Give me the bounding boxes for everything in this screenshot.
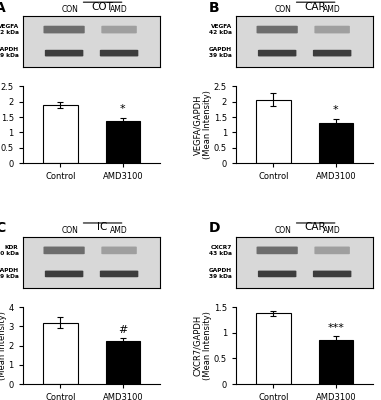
Y-axis label: VEGFA/GAPDH
(Mean Intensity): VEGFA/GAPDH (Mean Intensity) xyxy=(193,90,212,159)
FancyBboxPatch shape xyxy=(313,50,351,56)
Bar xyxy=(106,121,140,163)
Text: AMD: AMD xyxy=(323,6,341,14)
Text: COT: COT xyxy=(92,2,114,12)
FancyBboxPatch shape xyxy=(258,50,296,56)
FancyBboxPatch shape xyxy=(43,26,85,34)
FancyBboxPatch shape xyxy=(101,246,137,254)
Bar xyxy=(319,123,353,163)
Text: D: D xyxy=(208,222,220,236)
FancyBboxPatch shape xyxy=(256,246,298,254)
Text: A: A xyxy=(0,1,6,15)
Y-axis label: CXCR7/GAPDH
(Mean Intensity): CXCR7/GAPDH (Mean Intensity) xyxy=(193,311,212,380)
Text: C: C xyxy=(0,222,6,236)
FancyBboxPatch shape xyxy=(314,246,350,254)
Text: KDR
150 kDa: KDR 150 kDa xyxy=(0,245,19,256)
Text: CON: CON xyxy=(274,6,291,14)
FancyBboxPatch shape xyxy=(45,270,83,277)
FancyBboxPatch shape xyxy=(258,270,296,277)
FancyBboxPatch shape xyxy=(43,246,85,254)
FancyBboxPatch shape xyxy=(100,270,138,277)
Text: IC: IC xyxy=(98,222,108,232)
Bar xyxy=(43,322,77,384)
Text: AMD: AMD xyxy=(110,226,128,235)
Bar xyxy=(256,100,291,163)
FancyBboxPatch shape xyxy=(313,270,351,277)
FancyBboxPatch shape xyxy=(101,26,137,34)
Y-axis label: KDR/GAPDH
(Mean Intensity): KDR/GAPDH (Mean Intensity) xyxy=(0,311,7,380)
Bar xyxy=(319,340,353,384)
Text: CON: CON xyxy=(61,226,78,235)
FancyBboxPatch shape xyxy=(256,26,298,34)
Text: #: # xyxy=(118,325,128,335)
Text: *: * xyxy=(120,104,126,114)
Text: GAPDH
39 kDa: GAPDH 39 kDa xyxy=(0,47,19,58)
Text: AMD: AMD xyxy=(323,226,341,235)
Text: CON: CON xyxy=(274,226,291,235)
FancyBboxPatch shape xyxy=(100,50,138,56)
Text: CON: CON xyxy=(61,6,78,14)
Text: AMD: AMD xyxy=(110,6,128,14)
FancyBboxPatch shape xyxy=(314,26,350,34)
Text: VEGFA
42 kDa: VEGFA 42 kDa xyxy=(209,24,232,36)
Text: VEGFA
42 kDa: VEGFA 42 kDa xyxy=(0,24,19,36)
Text: ***: *** xyxy=(327,322,344,332)
Text: GAPDH
39 kDa: GAPDH 39 kDa xyxy=(209,268,232,279)
FancyBboxPatch shape xyxy=(45,50,83,56)
Bar xyxy=(256,313,291,384)
Text: CXCR7
43 kDa: CXCR7 43 kDa xyxy=(209,245,232,256)
Text: CAR: CAR xyxy=(305,2,327,12)
Bar xyxy=(106,341,140,384)
Bar xyxy=(43,105,77,163)
Text: *: * xyxy=(333,105,339,115)
Text: GAPDH
39 kDa: GAPDH 39 kDa xyxy=(0,268,19,279)
Text: B: B xyxy=(208,1,219,15)
Text: GAPDH
39 kDa: GAPDH 39 kDa xyxy=(209,47,232,58)
Text: CAR: CAR xyxy=(305,222,327,232)
